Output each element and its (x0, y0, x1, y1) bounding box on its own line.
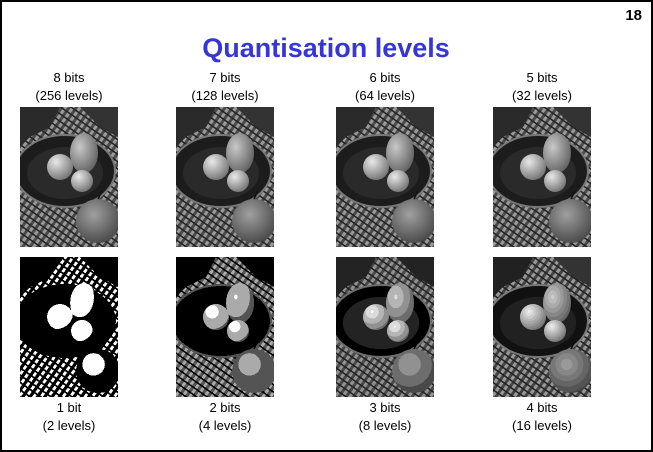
caption-bits: 7 bits (209, 70, 241, 85)
caption-bits: 6 bits (369, 70, 401, 85)
caption-bits: 2 bits (209, 400, 241, 415)
quantised-image (331, 107, 436, 247)
caption-bits: 8 bits (53, 70, 85, 85)
quantised-image (171, 107, 276, 247)
caption-levels: (2 levels) (43, 418, 96, 433)
caption-bits: 5 bits (526, 70, 558, 85)
caption-levels: (8 levels) (359, 418, 412, 433)
slide: 18 Quantisation levels 8 bits (256 levels… (0, 0, 653, 452)
quantised-image (488, 257, 593, 397)
slide-title: Quantisation levels (202, 33, 450, 63)
caption-bits: 4 bits (526, 400, 558, 415)
caption-levels: (128 levels) (191, 88, 258, 103)
quantised-image (15, 257, 120, 397)
quantised-image (171, 257, 276, 397)
quantised-image (488, 107, 593, 247)
caption-levels: (4 levels) (199, 418, 252, 433)
caption-bits: 3 bits (369, 400, 401, 415)
quantised-image (331, 257, 436, 397)
caption-bits: 1 bit (57, 400, 82, 415)
caption-levels: (64 levels) (355, 88, 415, 103)
caption-levels: (256 levels) (35, 88, 102, 103)
caption-levels: (32 levels) (512, 88, 572, 103)
page-number: 18 (625, 7, 642, 24)
caption-levels: (16 levels) (512, 418, 572, 433)
quantised-image (15, 107, 120, 247)
